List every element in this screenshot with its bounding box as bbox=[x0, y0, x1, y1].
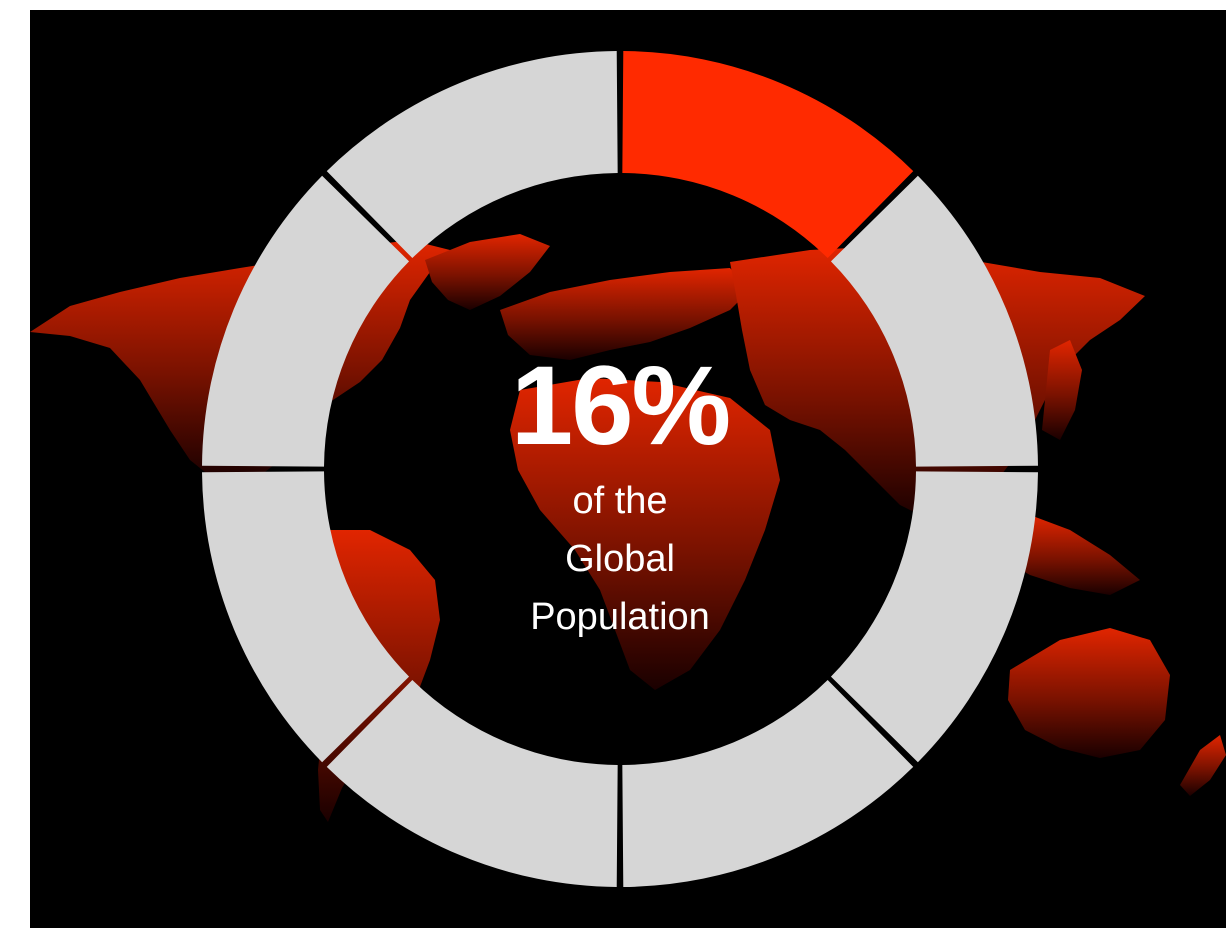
greenland-shape bbox=[425, 234, 550, 310]
ring-segment bbox=[830, 175, 1038, 467]
africa-shape bbox=[510, 378, 780, 690]
ring-segment bbox=[202, 175, 410, 467]
ring-segment bbox=[326, 679, 618, 887]
ring-segment bbox=[202, 471, 410, 763]
infographic-panel: 16% of the Global Population bbox=[30, 10, 1226, 928]
percentage-value: 16% bbox=[510, 343, 731, 468]
new-zealand-shape bbox=[1180, 735, 1226, 796]
ring-segment-highlighted bbox=[622, 51, 914, 259]
japan-shape bbox=[1042, 340, 1082, 440]
donut-ring bbox=[202, 51, 1038, 887]
ring-segment bbox=[622, 679, 914, 887]
europe-shape bbox=[500, 268, 750, 360]
caption-line-1: of the bbox=[572, 480, 668, 522]
ring-segment bbox=[326, 51, 618, 259]
headline-block: 16% of the Global Population bbox=[460, 343, 780, 638]
caption-line-3: Population bbox=[530, 596, 710, 638]
ring-segment bbox=[830, 471, 1038, 763]
australia-shape bbox=[1008, 628, 1170, 758]
caption-line-2: Global bbox=[565, 538, 675, 580]
